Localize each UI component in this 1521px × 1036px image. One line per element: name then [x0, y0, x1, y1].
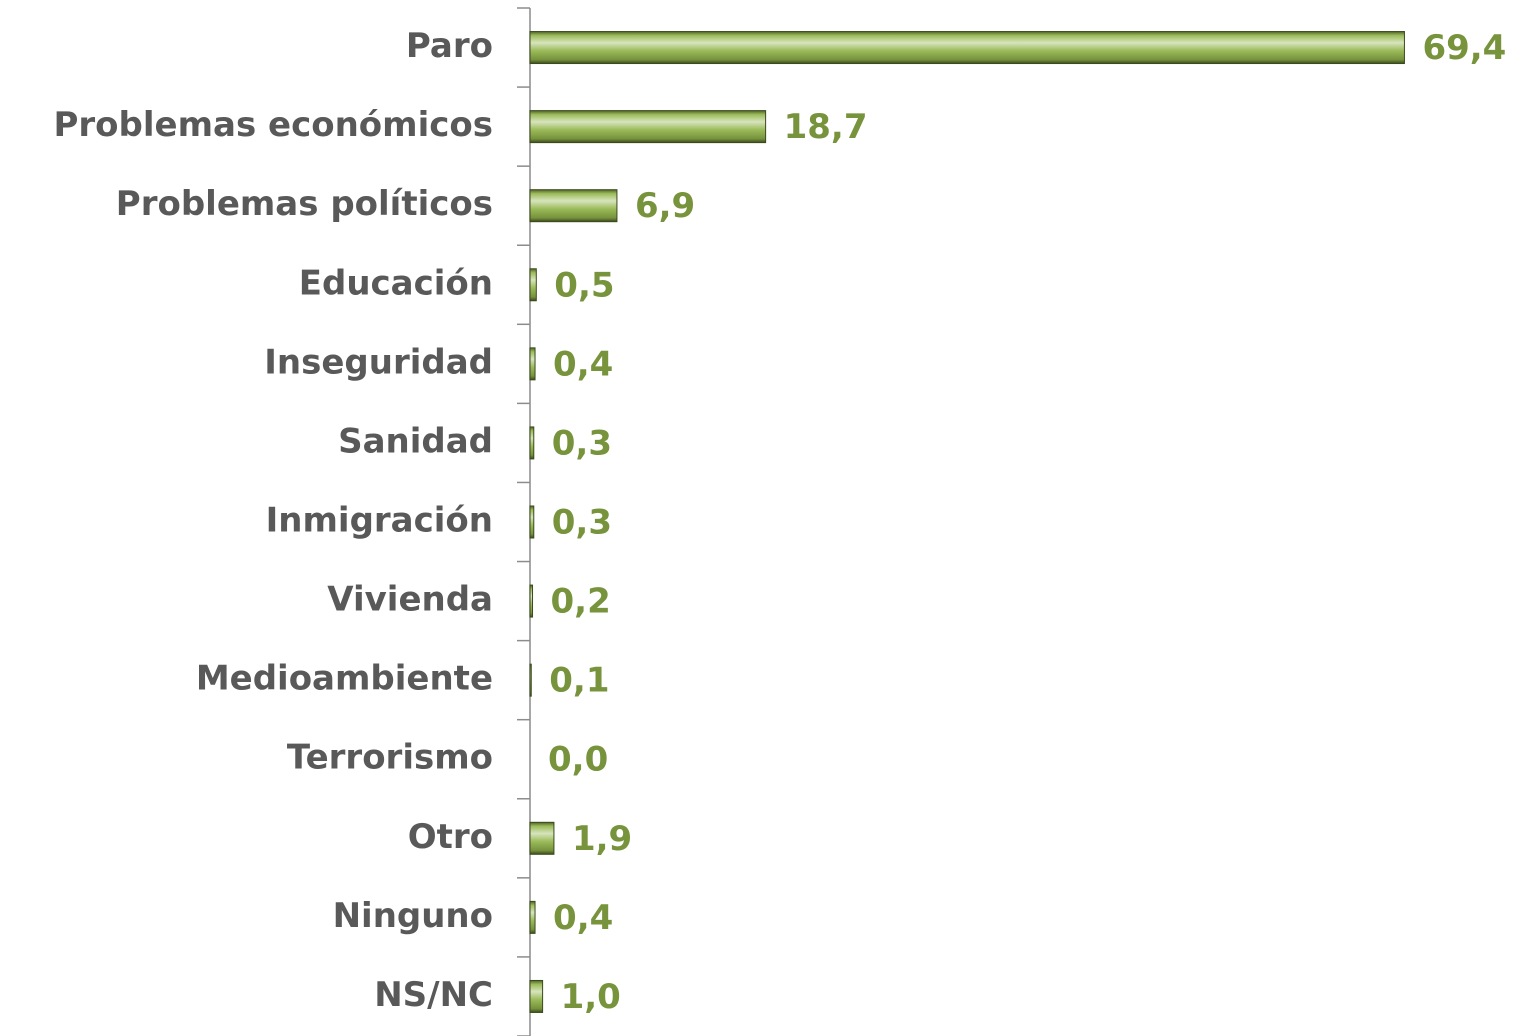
category-label: Problemas políticos	[116, 184, 493, 224]
category-label: Sanidad	[338, 421, 493, 461]
bar	[529, 268, 537, 302]
category-label: Medioambiente	[196, 659, 493, 699]
bar	[529, 979, 544, 1013]
category-label: Inmigración	[266, 501, 493, 541]
category-label: Inseguridad	[264, 342, 493, 382]
bar	[529, 110, 767, 144]
value-label: 0,4	[553, 898, 613, 938]
value-label: 6,9	[635, 186, 695, 226]
value-label: 0,4	[553, 344, 613, 384]
value-label: 0,3	[552, 423, 612, 463]
bar	[529, 505, 535, 539]
category-label: Vivienda	[327, 580, 493, 620]
category-label: Educación	[299, 263, 493, 303]
bar	[529, 900, 536, 934]
value-label: 0,1	[549, 661, 609, 701]
value-label: 69,4	[1422, 28, 1506, 68]
category-label: Problemas económicos	[53, 105, 493, 145]
value-label: 18,7	[784, 107, 868, 147]
category-label: Terrorismo	[287, 738, 493, 778]
bar	[529, 821, 555, 855]
category-label: Otro	[408, 817, 493, 857]
value-label: 0,0	[548, 740, 608, 780]
value-label: 0,5	[554, 265, 614, 305]
value-label: 0,3	[552, 503, 612, 543]
category-label: Paro	[406, 26, 493, 66]
value-label: 1,0	[561, 977, 621, 1017]
bar	[529, 663, 532, 697]
value-label: 0,2	[551, 582, 611, 622]
bar	[529, 426, 535, 460]
bar	[529, 189, 618, 223]
category-label: Ninguno	[333, 896, 493, 936]
value-label: 1,9	[572, 819, 632, 859]
category-label: NS/NC	[374, 975, 493, 1015]
bar	[529, 584, 534, 618]
bar	[529, 31, 1405, 65]
bar	[529, 347, 536, 381]
